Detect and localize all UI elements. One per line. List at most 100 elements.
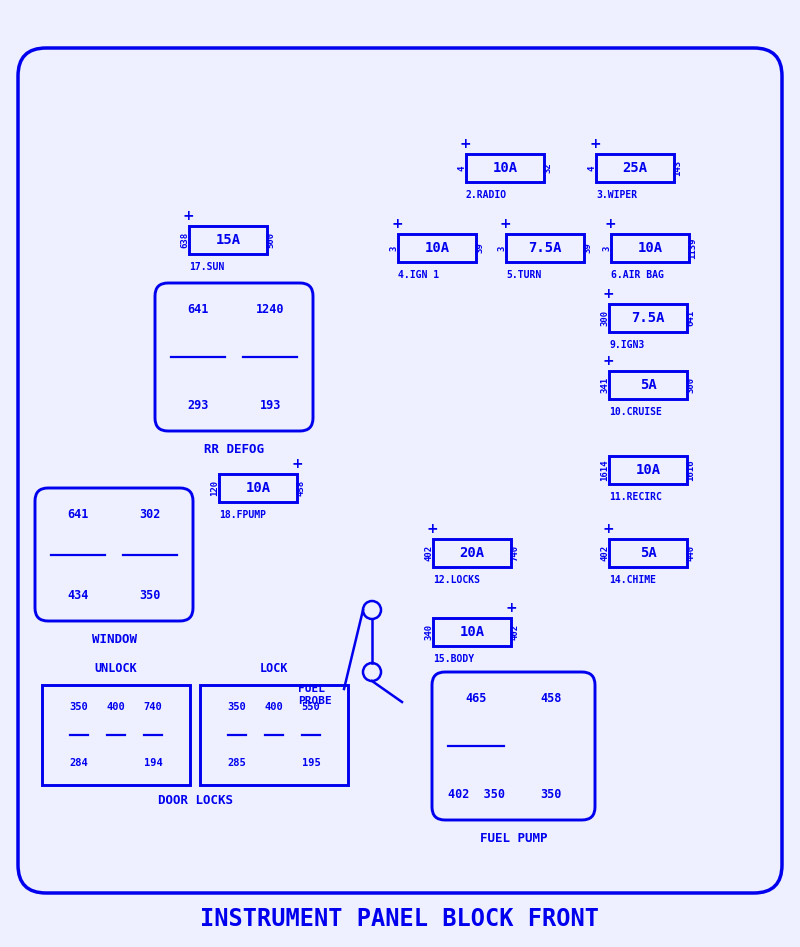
Text: 284: 284 <box>70 758 88 768</box>
Text: 300: 300 <box>601 310 610 326</box>
Text: 14.CHIME: 14.CHIME <box>609 575 656 585</box>
Text: 4: 4 <box>458 166 466 170</box>
FancyBboxPatch shape <box>432 672 595 820</box>
Text: 10.CRUISE: 10.CRUISE <box>609 407 662 417</box>
Text: 300: 300 <box>686 377 695 393</box>
Bar <box>219 474 297 502</box>
Text: 641: 641 <box>187 302 208 315</box>
Text: 39: 39 <box>475 242 485 254</box>
Text: 402: 402 <box>510 624 519 640</box>
Bar <box>609 456 687 484</box>
Text: 15A: 15A <box>215 233 241 247</box>
Text: 39: 39 <box>583 242 593 254</box>
Bar <box>42 685 190 785</box>
Text: +: + <box>291 457 303 471</box>
Bar <box>189 226 267 254</box>
Text: 5A: 5A <box>640 378 656 392</box>
Text: +: + <box>602 522 614 536</box>
Text: 402  350: 402 350 <box>447 788 505 800</box>
Text: 1139: 1139 <box>689 238 698 259</box>
FancyBboxPatch shape <box>35 488 193 621</box>
Text: 10A: 10A <box>425 241 450 255</box>
Text: 402: 402 <box>601 545 610 561</box>
Text: 25A: 25A <box>622 161 647 175</box>
Text: FUEL
PROBE: FUEL PROBE <box>298 684 332 706</box>
Text: FUEL PUMP: FUEL PUMP <box>480 832 547 845</box>
Text: +: + <box>459 137 471 151</box>
Bar <box>609 539 687 567</box>
Bar <box>506 234 584 262</box>
Text: +: + <box>499 217 511 231</box>
Text: +: + <box>182 209 194 223</box>
Text: 638: 638 <box>181 232 190 248</box>
Text: 641: 641 <box>686 310 695 326</box>
Bar <box>609 304 687 332</box>
Text: 11.RECIRC: 11.RECIRC <box>609 492 662 502</box>
Text: 350: 350 <box>70 702 88 712</box>
Text: +: + <box>391 217 403 231</box>
Text: +: + <box>602 287 614 301</box>
Text: 5A: 5A <box>640 546 656 560</box>
Text: 32: 32 <box>543 163 553 173</box>
Text: 500: 500 <box>266 232 275 248</box>
Text: 6.AIR BAG: 6.AIR BAG <box>611 270 664 280</box>
Text: +: + <box>604 217 616 231</box>
Text: 3: 3 <box>602 245 611 251</box>
Text: 2.RADIO: 2.RADIO <box>466 190 507 200</box>
Text: 465: 465 <box>466 691 486 705</box>
Text: 5.TURN: 5.TURN <box>506 270 542 280</box>
Text: LOCK: LOCK <box>260 662 288 675</box>
Text: 440: 440 <box>686 545 695 561</box>
Text: 302: 302 <box>140 508 161 521</box>
Text: 10A: 10A <box>459 625 485 639</box>
Text: 3: 3 <box>390 245 398 251</box>
Bar <box>200 685 348 785</box>
Text: 402: 402 <box>425 545 434 561</box>
Text: +: + <box>426 522 438 536</box>
Bar <box>596 154 674 182</box>
Text: 12.LOCKS: 12.LOCKS <box>433 575 480 585</box>
Text: 195: 195 <box>302 758 320 768</box>
Text: 4: 4 <box>587 166 597 170</box>
Text: 1614: 1614 <box>601 459 610 481</box>
Text: 400: 400 <box>106 702 126 712</box>
Text: DOOR LOCKS: DOOR LOCKS <box>158 794 233 807</box>
Text: 194: 194 <box>144 758 162 768</box>
Text: 7.5A: 7.5A <box>631 311 665 325</box>
Text: RR DEFOG: RR DEFOG <box>204 443 264 456</box>
Text: 1616: 1616 <box>686 459 695 481</box>
Text: 120: 120 <box>210 480 219 496</box>
FancyBboxPatch shape <box>155 283 313 431</box>
Text: 550: 550 <box>302 702 320 712</box>
Text: +: + <box>589 137 601 151</box>
Text: 9.IGN3: 9.IGN3 <box>609 340 644 350</box>
Text: 285: 285 <box>228 758 246 768</box>
Text: 350: 350 <box>540 788 562 800</box>
Text: 3.WIPER: 3.WIPER <box>596 190 637 200</box>
Text: 10A: 10A <box>638 241 662 255</box>
Text: 641: 641 <box>67 508 88 521</box>
Text: 434: 434 <box>67 588 88 601</box>
Text: 3: 3 <box>498 245 506 251</box>
Text: 740: 740 <box>510 545 519 561</box>
Text: UNLOCK: UNLOCK <box>94 662 138 675</box>
Text: 4.IGN 1: 4.IGN 1 <box>398 270 439 280</box>
Text: 17.SUN: 17.SUN <box>189 262 224 272</box>
FancyBboxPatch shape <box>18 48 782 893</box>
Text: +: + <box>505 601 517 615</box>
Text: 350: 350 <box>140 588 161 601</box>
Text: 10A: 10A <box>635 463 661 477</box>
Text: 10A: 10A <box>493 161 518 175</box>
Bar <box>611 234 689 262</box>
Bar <box>398 234 476 262</box>
Text: +: + <box>602 354 614 368</box>
Text: 15.BODY: 15.BODY <box>433 654 474 664</box>
Text: 400: 400 <box>265 702 283 712</box>
Text: 1240: 1240 <box>256 302 285 315</box>
Bar <box>609 371 687 399</box>
Text: 340: 340 <box>425 624 434 640</box>
Text: 458: 458 <box>297 480 306 496</box>
Text: 350: 350 <box>228 702 246 712</box>
Text: 740: 740 <box>144 702 162 712</box>
Text: INSTRUMENT PANEL BLOCK FRONT: INSTRUMENT PANEL BLOCK FRONT <box>201 907 599 931</box>
